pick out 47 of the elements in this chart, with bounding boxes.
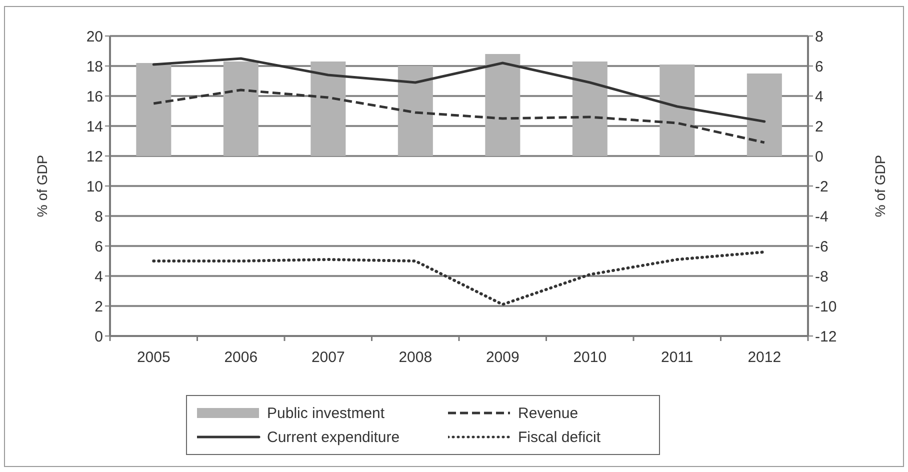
y2-tick-label: -2 (815, 178, 828, 196)
bar (746, 74, 782, 156)
x-tick-label: 2008 (398, 349, 432, 366)
y2-tick-label: 4 (815, 88, 824, 106)
y-tick-label: 4 (94, 268, 103, 286)
y2-tick-label: 6 (815, 58, 824, 76)
bar (398, 66, 433, 156)
y-tick-label: 20 (86, 28, 103, 46)
y2-tick-label: -6 (815, 238, 828, 256)
y-tick-label: 14 (86, 118, 103, 136)
y-tick-label: 12 (86, 148, 103, 166)
bar (223, 62, 258, 156)
line-series (152, 57, 766, 123)
y2-tick-label: -12 (815, 328, 837, 346)
x-tick-label: 2011 (660, 349, 694, 366)
y2-tick-label: -8 (815, 268, 828, 286)
x-tick-label: 2012 (748, 349, 782, 366)
y2-tick-label: 2 (815, 118, 824, 136)
y2-tick-label: -10 (815, 298, 837, 316)
x-tick-label: 2009 (486, 349, 520, 366)
bar (572, 62, 608, 156)
y2-tick-label: 0 (815, 148, 824, 166)
legend-label: Revenue (518, 404, 578, 422)
bar (660, 64, 695, 156)
legend-label: Fiscal deficit (518, 428, 601, 446)
x-tick-label: 2006 (224, 349, 258, 366)
y-tick-label: 2 (94, 298, 103, 316)
x-tick-label: 2005 (136, 349, 170, 366)
line-series (152, 250, 766, 306)
x-tick-label: 2010 (573, 349, 607, 366)
x-tick-label: 2007 (311, 349, 345, 366)
bar (485, 54, 520, 156)
y-tick-label: 6 (94, 238, 103, 256)
line-series (152, 88, 766, 144)
y2-tick-label: -4 (815, 208, 828, 226)
y2-axis-title: % of GDP (872, 154, 888, 218)
y-tick-label: 18 (86, 58, 103, 76)
y2-tick-label: 8 (815, 28, 824, 46)
bar (136, 63, 172, 156)
y-tick-label: 0 (94, 328, 103, 346)
legend-label: Public investment (267, 404, 385, 422)
y-tick-label: 10 (86, 178, 103, 196)
y-axis-title: % of GDP (34, 154, 50, 218)
legend-label: Current expenditure (267, 428, 400, 446)
y-tick-label: 8 (94, 208, 103, 226)
bar (310, 62, 346, 156)
y-tick-label: 16 (86, 88, 103, 106)
